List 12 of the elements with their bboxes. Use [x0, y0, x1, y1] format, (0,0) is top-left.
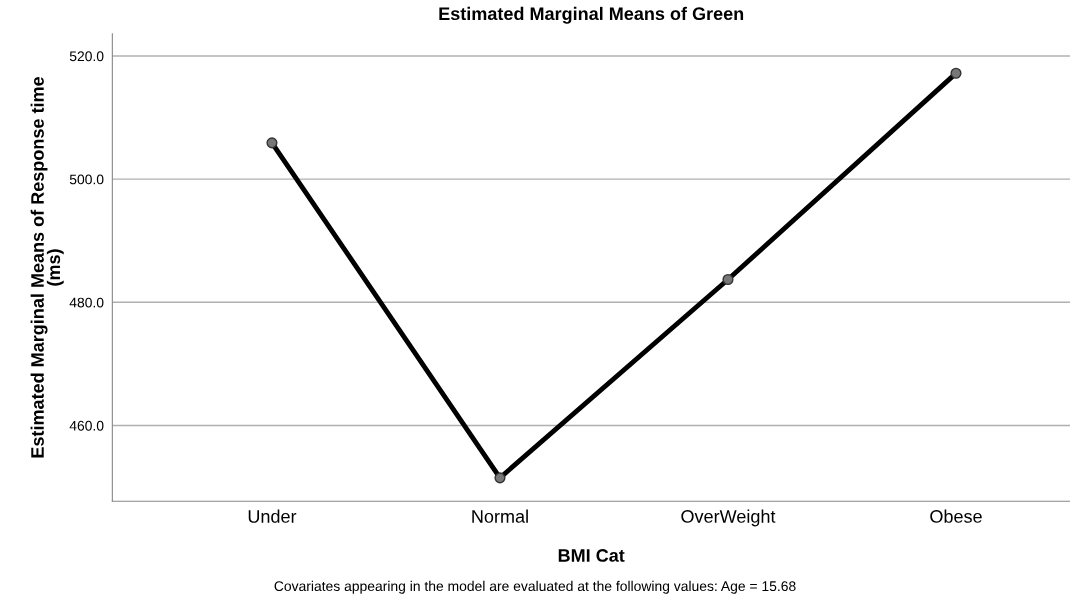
- x-axis-title: BMI Cat: [558, 549, 625, 562]
- x-tick-label: Under: [248, 509, 297, 523]
- text: Covariates appearing in the model are evaluated at the following values: Age = 15.68: [274, 580, 796, 594]
- chart-title: Estimated Marginal Means of Green: [439, 6, 744, 24]
- x-tick-label: Obese: [930, 509, 982, 523]
- x-tick-label: Normal: [472, 509, 528, 523]
- y-tick-label: 520.0: [69, 51, 104, 62]
- y-tick-label: 500.0: [69, 174, 104, 185]
- x-tick-label: OverWeight: [681, 509, 776, 527]
- y-axis-title: Estimated Marginal Means of Response time (ms): [30, 76, 64, 458]
- y-tick-label: 480.0: [69, 297, 104, 308]
- y-tick-label: 460.0: [69, 420, 104, 431]
